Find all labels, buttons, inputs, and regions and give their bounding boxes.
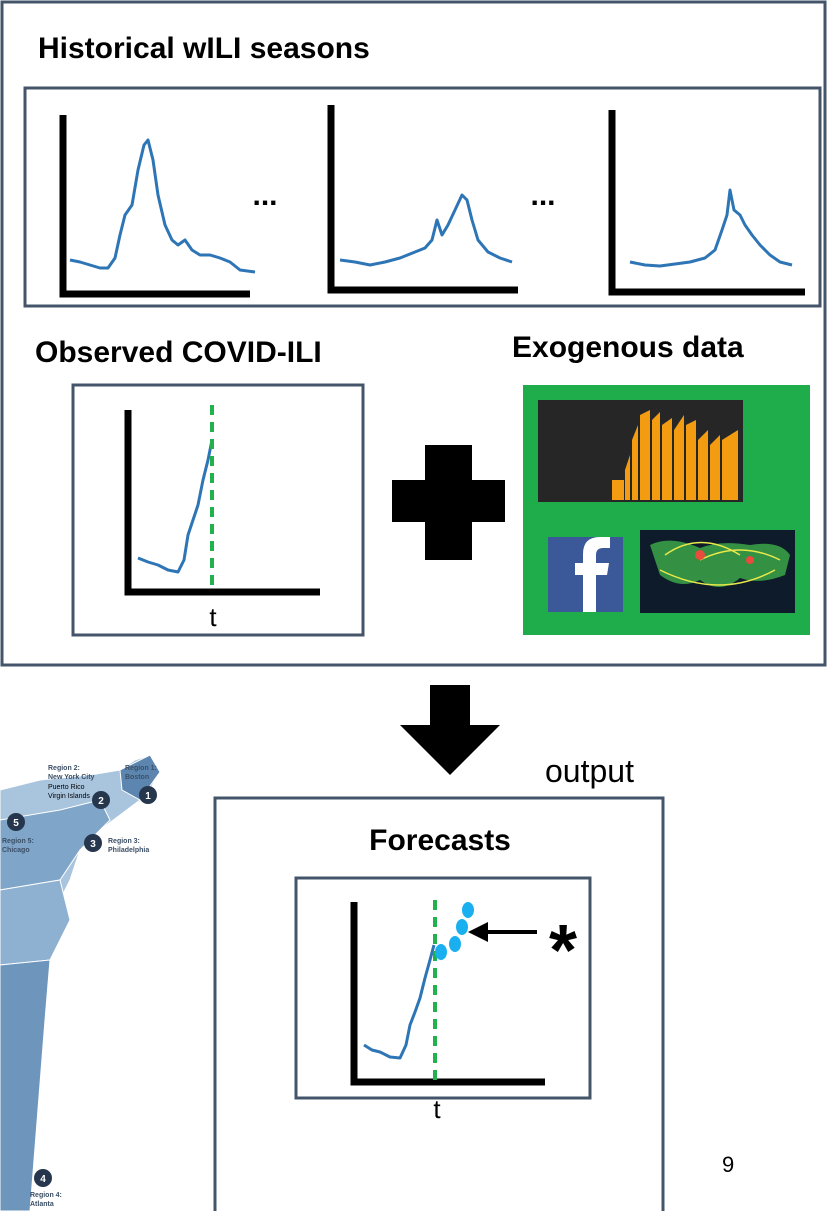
region-number: 2	[98, 796, 104, 807]
forecast-title: Forecasts	[369, 824, 511, 857]
output-label: output	[545, 753, 634, 789]
region-extra: Virgin Islands	[48, 793, 90, 800]
region-extra: Puerto Rico	[48, 784, 85, 791]
page-number: 9	[722, 1152, 734, 1177]
curve	[364, 945, 434, 1058]
season-chart	[63, 115, 255, 294]
region-number: 1	[145, 791, 151, 802]
region-city: Atlanta	[30, 1201, 54, 1208]
panel-title: Historical wILI seasons	[38, 32, 370, 65]
region-number: 4	[40, 1174, 46, 1185]
region-label: Region 5:	[2, 838, 34, 845]
observed-box	[73, 385, 363, 635]
season-chart	[331, 105, 518, 290]
region-label: Region 1:	[125, 765, 157, 772]
region-label: Region 4:	[30, 1192, 62, 1199]
forecast-box	[296, 878, 590, 1098]
ellipsis: ...	[252, 179, 277, 212]
season-chart	[612, 110, 805, 292]
region-label: Region 2:	[48, 765, 80, 772]
mobility-chart	[538, 400, 743, 502]
region-city: Chicago	[2, 847, 30, 854]
region-label: Region 3:	[108, 838, 140, 845]
down-arrow	[400, 685, 500, 775]
pointer-arrow	[468, 922, 537, 942]
exogenous-title: Exogenous data	[512, 331, 744, 364]
region-city: Boston	[125, 774, 149, 781]
seasons-box	[25, 88, 820, 306]
ellipsis: ...	[530, 179, 555, 212]
facebook-icon	[548, 537, 623, 612]
axis-label: t	[209, 602, 217, 632]
flight-map	[640, 530, 795, 613]
forecast-points	[435, 902, 474, 960]
curve	[138, 440, 212, 572]
forecast-panel	[215, 798, 663, 1211]
marker: *	[549, 911, 577, 991]
region-city: Philadelphia	[108, 847, 149, 854]
axis-label: t	[433, 1094, 441, 1124]
region-number: 5	[13, 818, 19, 829]
region-city: New York City	[48, 774, 95, 781]
region-number: 3	[90, 839, 96, 850]
slide: Historical wILI seasons ... ... Observed…	[0, 0, 827, 1211]
plus	[392, 445, 505, 560]
observed-title: Observed COVID-ILI	[35, 336, 322, 369]
